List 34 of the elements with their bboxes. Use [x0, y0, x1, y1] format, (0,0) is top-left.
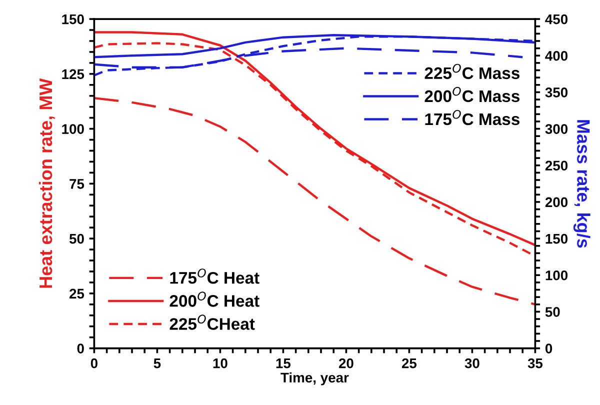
y2-tick-label: 150 [546, 234, 568, 244]
y2-axis-title: Mass rate, kg/s [573, 120, 590, 248]
y-tick-label: 100 [62, 124, 84, 134]
x-tick-label: 15 [276, 358, 291, 368]
x-tick-label: 10 [213, 358, 228, 368]
y-tick-label: 125 [62, 69, 84, 80]
x-tick-label: 25 [402, 358, 417, 368]
legend-label: 225$^{O}$CHeat [170, 314, 255, 330]
legend-label: 175$^{O}$C Heat [170, 268, 260, 284]
y2-tick-label: 300 [545, 124, 568, 134]
x-tick-label: 20 [338, 358, 354, 368]
y2-tick-label: 100 [546, 270, 568, 280]
x-tick-label: 35 [528, 358, 543, 368]
y-tick-label: 50 [69, 234, 84, 244]
x-tick-label: 5 [154, 358, 161, 368]
legend-label: 175$^{O}$C Mass [425, 110, 520, 126]
y2-tick-label: 200 [545, 197, 568, 208]
y-tick-label: 25 [70, 288, 84, 299]
legend-label: 225$^{O}$C Mass [424, 64, 520, 80]
x-tick-label: 30 [464, 358, 480, 368]
x-tick-label: 0 [90, 358, 98, 368]
y-tick-label: 75 [70, 179, 84, 189]
y2-tick-label: 50 [545, 307, 560, 317]
y-tick-label: 0 [77, 344, 84, 354]
y2-tick-label: 250 [545, 160, 568, 171]
y-axis-title: Heat extraction rate, MW [38, 78, 55, 288]
legend-label: 200$^{O}$C Heat [170, 292, 260, 307]
y2-tick-label: 400 [545, 50, 568, 61]
y2-tick-label: 350 [545, 88, 568, 98]
y-tick-label: 150 [62, 14, 84, 24]
y2-tick-label: 0 [545, 344, 552, 354]
legend-label: 200$^{O}$C Mass [424, 86, 520, 102]
x-axis-title: Time, year [280, 372, 349, 386]
y2-tick-label: 450 [545, 14, 568, 24]
